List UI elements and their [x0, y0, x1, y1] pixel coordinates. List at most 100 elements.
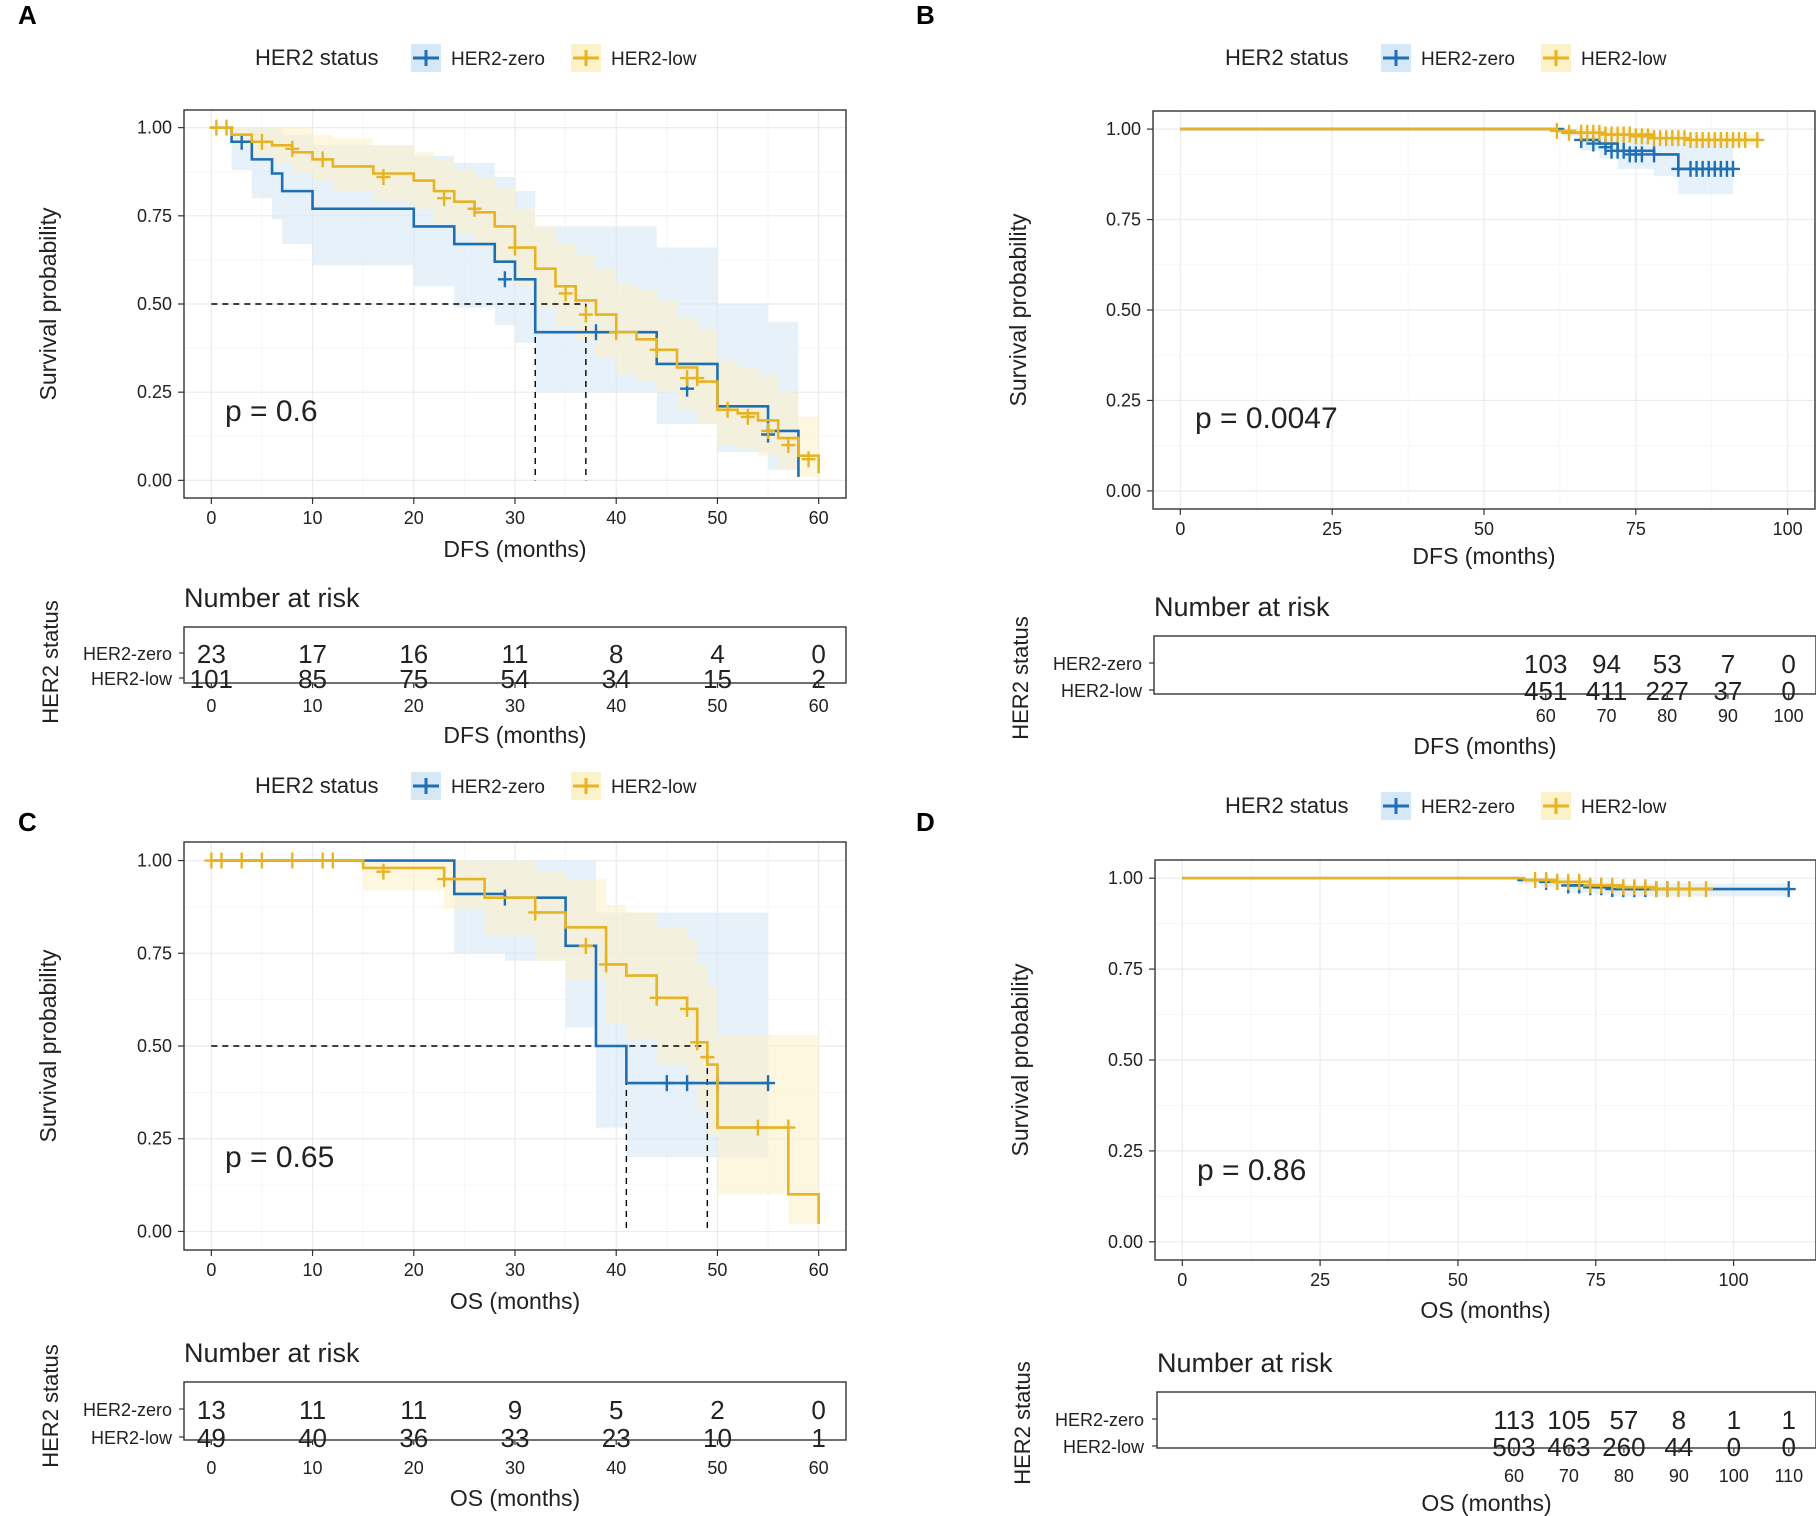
risk-value-low: 34: [602, 664, 631, 694]
censor-mark-low: [1605, 877, 1620, 894]
y-tick-label: 0.25: [1108, 1141, 1143, 1161]
y-tick-label: 0.25: [1106, 390, 1141, 410]
ci-band-low: [211, 127, 819, 481]
censor-mark-low: [325, 852, 340, 869]
censor-mark-zero: [680, 1075, 695, 1092]
x-tick-label: 75: [1626, 519, 1646, 539]
censor-mark-low: [315, 151, 330, 168]
y-tick-label: 0.25: [137, 382, 172, 402]
censor-mark-low: [214, 852, 229, 869]
y-tick-label: 1.00: [137, 851, 172, 871]
y-tick-label: 1.00: [137, 118, 172, 138]
p-value: p = 0.86: [1197, 1154, 1306, 1187]
risk-value-zero: 16: [399, 639, 428, 669]
risk-value-zero: 9: [508, 1395, 522, 1425]
risk-row-label-low: HER2-low: [91, 1428, 173, 1448]
risk-tick-label: 60: [809, 1458, 829, 1478]
risk-tick-label: 30: [505, 1458, 525, 1478]
risk-value-low: 227: [1646, 676, 1689, 706]
risk-row-label-zero: HER2-zero: [83, 644, 172, 664]
censor-mark-low: [750, 1119, 765, 1136]
p-value: p = 0.65: [225, 1141, 334, 1174]
y-tick-label: 0.75: [137, 206, 172, 226]
risk-value-low: 44: [1664, 1432, 1693, 1462]
censor-mark-zero: [588, 324, 603, 341]
risk-tick-label: 60: [809, 696, 829, 716]
censor-mark-low: [1640, 128, 1655, 145]
y-tick-label: 0.50: [1108, 1050, 1143, 1070]
risk-value-zero: 57: [1609, 1405, 1638, 1435]
p-value: p = 0.6: [225, 395, 318, 428]
risk-value-low: 33: [501, 1423, 530, 1453]
risk-tick-label: 100: [1774, 706, 1804, 726]
legend-title: HER2 status: [255, 45, 379, 70]
risk-table-ylabel: HER2 status: [38, 600, 63, 724]
panel-label: A: [18, 0, 37, 30]
x-tick-label: 75: [1586, 1270, 1606, 1290]
ci-band-zero: [1180, 129, 1734, 195]
x-tick-label: 0: [206, 508, 216, 528]
censor-mark-low: [285, 140, 300, 157]
risk-value-low: 85: [298, 664, 327, 694]
censor-mark-low: [437, 190, 452, 207]
censor-mark-low: [254, 852, 269, 869]
risk-value-zero: 5: [609, 1395, 623, 1425]
censor-mark-low: [508, 239, 522, 256]
risk-row-label-low: HER2-low: [91, 669, 173, 689]
x-tick-label: 50: [1448, 1270, 1468, 1290]
y-axis-title: Survival probability: [1007, 963, 1033, 1157]
censor-mark-low: [680, 1000, 695, 1017]
censor-mark-zero: [1781, 881, 1796, 898]
risk-value-low: 15: [703, 664, 732, 694]
risk-value-zero: 8: [609, 639, 623, 669]
risk-value-low: 463: [1547, 1432, 1590, 1462]
risk-value-low: 0: [1782, 1432, 1796, 1462]
y-tick-label: 0.00: [1106, 481, 1141, 501]
risk-value-low: 23: [602, 1423, 631, 1453]
x-axis-title: OS (months): [450, 1288, 580, 1314]
risk-tick-label: 70: [1596, 706, 1616, 726]
censor-mark-low: [801, 451, 816, 468]
risk-table-title: Number at risk: [1154, 592, 1330, 622]
legend-label-zero: HER2-zero: [451, 777, 545, 798]
x-tick-label: 20: [404, 1260, 424, 1280]
censor-mark-zero: [659, 1075, 674, 1092]
risk-value-zero: 8: [1672, 1405, 1686, 1435]
legend: HER2 status HER2-zero HER2-low: [1225, 792, 1667, 820]
risk-tick-label: 10: [303, 1458, 323, 1478]
risk-value-zero: 1: [1782, 1405, 1796, 1435]
x-tick-label: 50: [707, 1260, 727, 1280]
legend: HER2 status HER2-zero HER2-low: [255, 772, 697, 800]
legend-label-low: HER2-low: [611, 49, 697, 70]
y-tick-label: 1.00: [1106, 119, 1141, 139]
censor-mark-low: [1622, 126, 1637, 143]
risk-value-low: 49: [197, 1423, 226, 1453]
risk-value-low: 101: [190, 664, 233, 694]
risk-value-zero: 11: [299, 1395, 326, 1425]
panel-label: D: [916, 807, 935, 837]
risk-row-label-low: HER2-low: [1061, 681, 1143, 701]
panel-label: B: [916, 0, 935, 30]
y-tick-label: 1.00: [1108, 868, 1143, 888]
risk-value-zero: 103: [1524, 649, 1567, 679]
legend-label-low: HER2-low: [1581, 797, 1667, 818]
risk-tick-label: 0: [206, 1458, 216, 1478]
risk-table: Number at risk HER2-zero HER2-low HER2 stat…: [1010, 1348, 1816, 1516]
censor-mark-low: [1699, 881, 1714, 898]
x-tick-label: 0: [1177, 1270, 1187, 1290]
y-tick-label: 0.50: [1106, 300, 1141, 320]
risk-value-zero: 2: [710, 1395, 724, 1425]
x-tick-label: 30: [505, 508, 525, 528]
censor-mark-zero: [1671, 160, 1686, 177]
ci-band-low: [211, 860, 819, 1232]
risk-value-low: 0: [1727, 1432, 1741, 1462]
censor-mark-low: [285, 852, 300, 869]
censor-mark-low: [1682, 881, 1697, 898]
risk-value-zero: 0: [811, 639, 825, 669]
risk-value-zero: 1: [1727, 1405, 1741, 1435]
x-tick-label: 40: [606, 1260, 626, 1280]
risk-row-label-zero: HER2-zero: [1053, 654, 1142, 674]
risk-tick-label: 80: [1657, 706, 1677, 726]
